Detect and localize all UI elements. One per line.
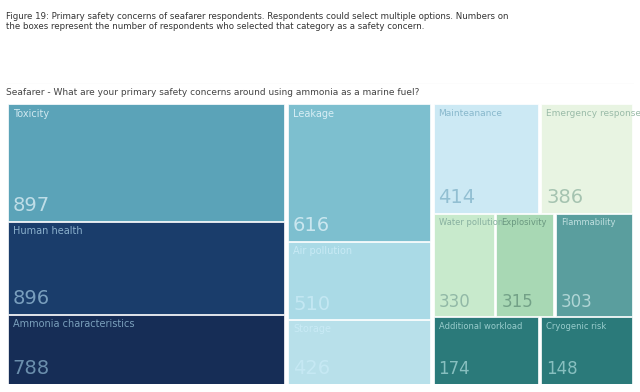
Text: Toxicity: Toxicity [13,109,49,119]
Text: Additional workload: Additional workload [438,322,522,331]
Text: Figure 19: Primary safety concerns of seafarer respondents. Respondents could se: Figure 19: Primary safety concerns of se… [6,12,509,31]
Text: 897: 897 [13,196,50,216]
Text: 896: 896 [13,289,50,308]
Text: 510: 510 [293,294,330,314]
Text: Emergency response: Emergency response [547,109,640,118]
Text: 303: 303 [561,293,593,311]
Text: Water pollution: Water pollution [438,218,503,227]
Bar [433,104,538,212]
Text: 788: 788 [13,359,50,378]
Text: Leakage: Leakage [293,109,334,119]
Bar [288,320,430,384]
Text: Seafarer - What are your primary safety concerns around using ammonia as a marin: Seafarer - What are your primary safety … [6,88,420,97]
Bar [288,104,430,241]
Bar [541,318,632,384]
Text: 414: 414 [438,188,476,207]
Bar [8,222,284,314]
Bar [541,104,632,212]
Text: Mainteanance: Mainteanance [438,109,502,118]
Text: 616: 616 [293,216,330,235]
Text: Human health: Human health [13,226,83,236]
Bar [288,242,430,319]
Text: Air pollution: Air pollution [293,246,352,256]
Bar [8,104,284,221]
Text: Storage: Storage [293,325,331,334]
Text: Flammability: Flammability [561,218,615,227]
Bar [556,214,632,316]
Text: Explosivity: Explosivity [501,218,547,227]
Bar [8,315,284,384]
Text: Cryogenic risk: Cryogenic risk [547,322,607,331]
Bar [433,214,493,316]
Text: 386: 386 [547,188,584,207]
Text: Ammonia characteristics: Ammonia characteristics [13,319,134,329]
Bar [433,318,538,384]
Text: 174: 174 [438,360,470,378]
Bar [496,214,554,316]
Text: 330: 330 [438,293,470,311]
Text: 148: 148 [547,360,578,378]
Text: 426: 426 [293,359,330,378]
Text: 315: 315 [501,293,533,311]
